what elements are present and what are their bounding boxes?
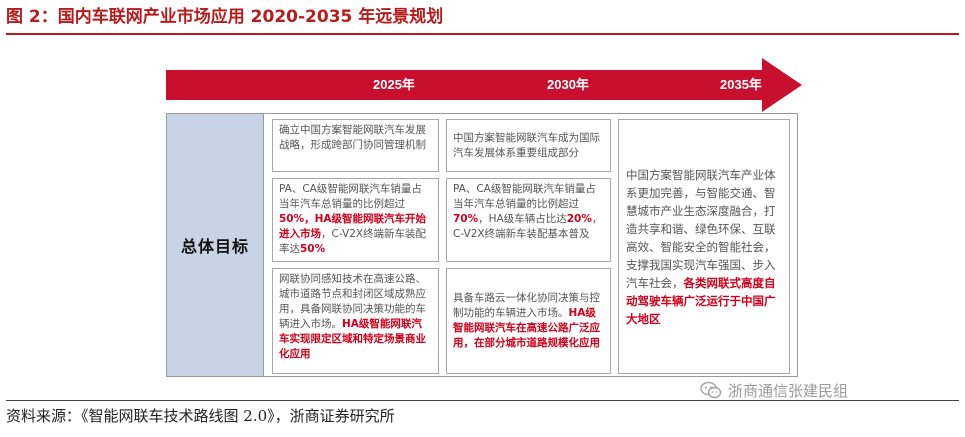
wechat-icon [700, 381, 722, 399]
figure-title: 图 2：国内车联网产业市场应用 2020-2035 年远景规划 [6, 7, 444, 27]
goal-2030-sales: PA、CA级智能网联汽车销量占当年汽车总销量的比例超过 70%，HA级车辆占比达2… [446, 178, 611, 262]
goal-2030-sales-share: 70% [453, 213, 479, 225]
goal-2030-tech-body: 具备车路云一体化协同决策与控制功能的车辆进入市场。HA级智能网联汽车在高速公路广… [453, 291, 604, 351]
year-2035-label: 2035年 [720, 77, 762, 92]
watermark: 浙商通信张建民组 [700, 380, 848, 400]
goal-2025-sales-text: PA、CA级智能网联汽车销量占当年汽车总销量的比例超过 [279, 183, 422, 210]
row-label-cell: 总体目标 [166, 113, 264, 377]
goal-2030-international: 中国方案智能网联汽车成为国际汽车发展体系重要组成部分 [446, 119, 611, 172]
source-note: 资料来源：《智能网联车技术路线图 2.0》，浙商证券研究所 [6, 407, 395, 425]
goal-2035-vision-highlight: 各类网联式高度自动驾驶车辆广泛运行于中国广大地区 [626, 275, 776, 326]
goal-2030-tech-text: 具备车路云一体化协同决策与控制功能的车辆进入市场。 [453, 292, 600, 319]
goal-2025-tech: 网联协同感知技术在高速公路、城市道路节点和封闭区域成熟应用，具备网联协同决策功能… [272, 268, 439, 374]
goal-2030-sales-text: PA、CA级智能网联汽车销量占当年汽车总销量的比例超过 [453, 183, 596, 210]
goal-2025-governance-text: 确立中国方案智能网联汽车发展战略，形成跨部门协同管理机制 [279, 124, 426, 151]
goal-2025-tech-text: 网联协同感知技术在高速公路、城市道路节点和封闭区域成熟应用，具备网联协同决策功能… [279, 273, 426, 330]
goal-2030-international-text: 中国方案智能网联汽车成为国际汽车发展体系重要组成部分 [453, 131, 600, 159]
goal-2030-tech: 具备车路云一体化协同决策与控制功能的车辆进入市场。HA级智能网联汽车在高速公路广… [446, 268, 611, 374]
goal-2035-vision-text: 中国方案智能网联汽车产业体系更加完善，与智能交通、智慧城市产业生态深度融合，打造… [626, 167, 776, 290]
goal-2025-sales: PA、CA级智能网联汽车销量占当年汽车总销量的比例超过 50%，HA级智能网联汽车… [272, 178, 439, 262]
year-2030-label: 2030年 [547, 77, 589, 92]
goal-2030-sales-text-3: ，C-V2X终端新车装配基本普及 [453, 213, 603, 240]
goal-2030-tech-highlight: HA级智能网联汽车在高速公路广泛应用，在部分城市道路规模化应用 [453, 307, 600, 349]
goal-2025-sales-highlight: 50%，HA级智能网联汽车开始进入市场 [279, 213, 427, 240]
row-label: 总体目标 [180, 237, 249, 256]
goal-2025-tech-highlight: HA级智能网联汽车实现限定区域和特定场景商业化应用 [279, 318, 426, 360]
year-2025-label: 2025年 [373, 77, 415, 92]
title-rule [6, 33, 959, 35]
goal-2035-vision-body: 中国方案智能网联汽车产业体系更加完善，与智能交通、智慧城市产业生态深度融合，打造… [626, 166, 782, 328]
goal-2030-sales-text-2: ，HA级车辆占比达 [478, 213, 567, 225]
goal-2025-sales-text-2: ，C-V2X终端新车装配率达 [279, 228, 427, 255]
goal-2025-governance: 确立中国方案智能网联汽车发展战略，形成跨部门协同管理机制 [272, 119, 439, 172]
timeline-arrow [166, 58, 802, 112]
goal-2030-ha-share: 20% [566, 213, 592, 225]
goal-2035-vision: 中国方案智能网联汽车产业体系更加完善，与智能交通、智慧城市产业生态深度融合，打造… [618, 119, 790, 374]
goal-2025-c-v2x-rate: 50% [300, 243, 326, 255]
watermark-text: 浙商通信张建民组 [728, 381, 849, 400]
footer-rule [6, 400, 959, 401]
